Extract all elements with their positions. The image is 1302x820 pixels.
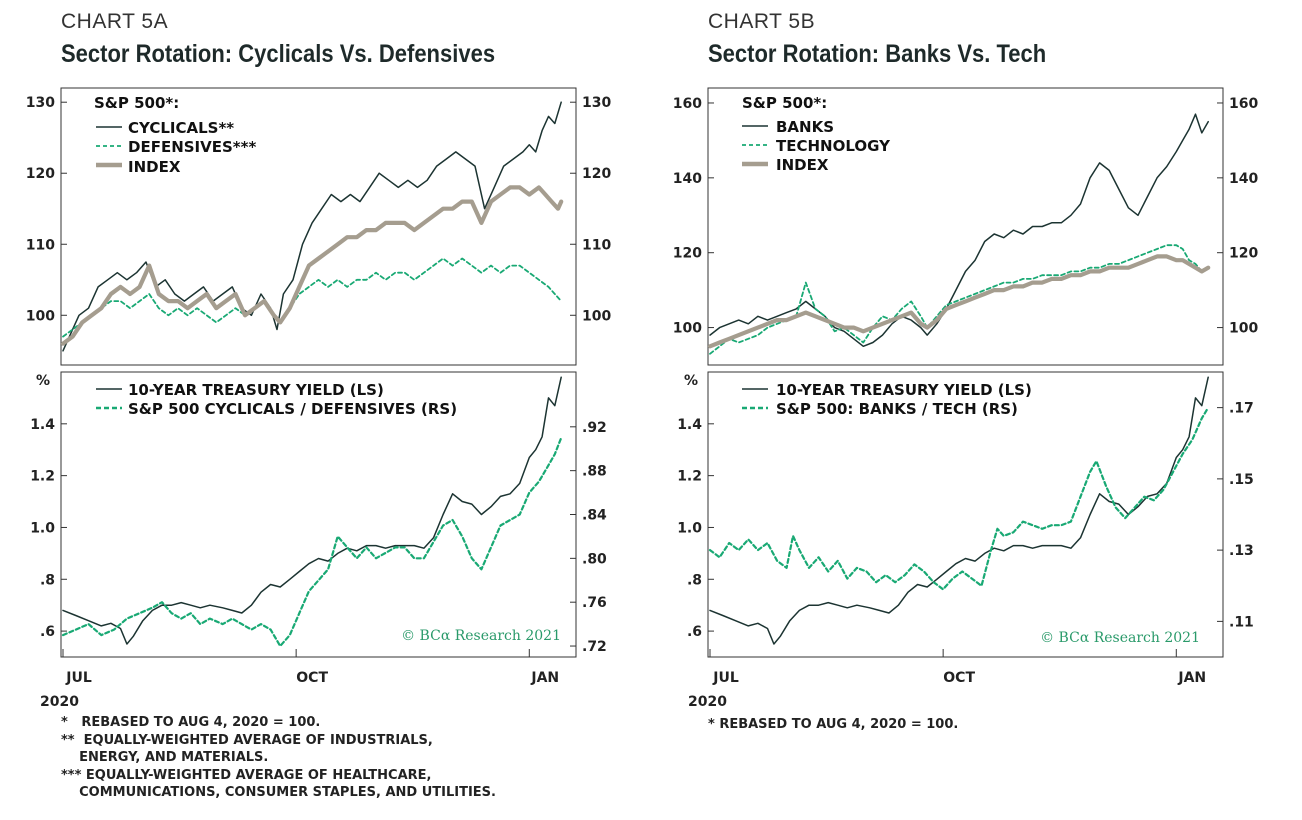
chart-5a-copyright: © BCα Research 2021	[401, 628, 561, 644]
chart-5a-footnote-1: * REBASED TO AUG 4, 2020 = 100.	[61, 715, 321, 730]
chart-5b-x-tick-label: JAN	[1177, 670, 1206, 686]
chart-5b-top-series-line	[709, 113, 1209, 348]
chart-5a-top-series-line	[60, 185, 564, 346]
chart-5a-legend-yield: 10-YEAR TREASURY YIELD (LS)	[128, 381, 384, 399]
chart-5a-top-frame	[60, 87, 577, 366]
chart-5b-bottom-series-line	[708, 406, 1210, 591]
chart-5a-bottom-right-tick-label: .92	[582, 420, 607, 436]
chart-5b-label: CHART 5B	[708, 10, 816, 33]
chart-5a-footnote-2: ** EQUALLY-WEIGHTED AVERAGE OF INDUSTRIA…	[61, 733, 433, 748]
chart-5b-top-left-tick-label: 140	[673, 171, 702, 187]
chart-5a-top-right-tick-label: 120	[582, 166, 611, 182]
chart-5b-bottom-right-tick-label: .15	[1229, 472, 1254, 488]
chart-5b-x-tick-label: OCT	[943, 670, 975, 686]
chart-5b-top-right-tick-label: 120	[1229, 246, 1258, 262]
chart-5b-legend-tech: TECHNOLOGY	[776, 137, 891, 155]
chart-5a-footnote-3: ENERGY, AND MATERIALS.	[61, 750, 269, 765]
chart-5b-top-frame	[707, 87, 1224, 366]
chart-5a-bottom-right-tick-label: .72	[582, 639, 607, 655]
chart-5b-year-label: 2020	[688, 694, 727, 710]
chart-5a-bottom-right-tick-label: .84	[582, 508, 607, 524]
chart-5a-bottom-left-tick-label: 1.2	[30, 469, 55, 485]
chart-5a-legend-defensives: DEFENSIVES***	[128, 138, 256, 156]
chart-5b-bottom-left-tick-label: 1.4	[677, 417, 702, 433]
chart-5b-left-unit: %	[684, 373, 698, 389]
chart-5b-legend-index: INDEX	[776, 156, 829, 174]
chart-5a-top-series-line	[62, 257, 563, 338]
chart-5a-top-left-tick-label: 110	[26, 237, 55, 253]
chart-5b-bottom-left-tick-label: .8	[687, 572, 702, 588]
chart-5a-bottom-right-tick-label: .80	[582, 551, 607, 567]
chart-5b-copyright: © BCα Research 2021	[1040, 630, 1200, 646]
chart-5a-legend-header: S&P 500*:	[94, 94, 179, 112]
chart-5a-legend-index: INDEX	[128, 158, 181, 176]
chart-5b-legend-ratio: S&P 500: BANKS / TECH (RS)	[776, 400, 1018, 418]
chart-5a-year-label: 2020	[40, 694, 79, 710]
chart-5b-figure: 100 100 120 120 140 140 160 160 .6 .8 1.0 1.2 1.4 .1…	[673, 87, 1258, 710]
chart-5a-bottom-left-tick-label: 1.4	[30, 417, 55, 433]
chart-5a-top-right-tick-label: 100	[582, 308, 611, 324]
chart-5a-figure: 100 100 110 110 120 120 130 130 .6 .8 1.0 1.2 1.4 .7…	[26, 87, 611, 710]
chart-5b-top-right-tick-label: 140	[1229, 171, 1258, 187]
chart-5b-title: Sector Rotation: Banks Vs. Tech	[708, 40, 1047, 68]
chart-5b-legend-banks: BANKS	[776, 118, 834, 136]
chart-5a-bottom-left-tick-label: .6	[40, 624, 55, 640]
chart-5a-top-left-tick-label: 130	[26, 95, 55, 111]
chart-5a-bottom-right-tick-label: .76	[582, 595, 607, 611]
chart-5b-legend-header: S&P 500*:	[742, 94, 827, 112]
chart-5a-footnote-4: *** EQUALLY-WEIGHTED AVERAGE OF HEALTHCA…	[61, 768, 432, 783]
chart-5b-bottom-right-tick-label: .17	[1229, 401, 1254, 417]
chart-5a-label: CHART 5A	[61, 10, 169, 33]
chart-5a-top-left-tick-label: 100	[26, 308, 55, 324]
chart-5b-bottom-right-tick-label: .13	[1229, 543, 1254, 559]
chart-5b-top-right-tick-label: 100	[1229, 321, 1258, 337]
chart-5a-legend-cyclicals: CYCLICALS**	[128, 119, 234, 137]
chart-5b-top-left-tick-label: 160	[673, 96, 702, 112]
chart-5b-bottom-left-tick-label: .6	[687, 624, 702, 640]
chart-5b-footnote-1: * REBASED TO AUG 4, 2020 = 100.	[708, 717, 959, 732]
chart-5b-top-left-tick-label: 120	[673, 246, 702, 262]
chart-5b-top-series-line	[709, 244, 1210, 355]
chart-5a-title: Sector Rotation: Cyclicals Vs. Defensive…	[61, 40, 496, 68]
chart-5b-bottom-frame	[707, 371, 1224, 658]
chart-5b-x-tick-label: JUL	[712, 670, 739, 686]
chart-5a-bottom-left-tick-label: .8	[40, 572, 55, 588]
chart-5a-top-right-tick-label: 110	[582, 237, 611, 253]
chart-5b-bottom-right-tick-label: .11	[1229, 614, 1254, 630]
chart-5b-top-series-line	[707, 254, 1211, 349]
chart-5a-x-tick-label: JAN	[530, 670, 559, 686]
chart-5a-bottom-series-line	[61, 436, 563, 648]
chart-5a-bottom-series-line	[62, 376, 562, 645]
chart-5a-left-unit: %	[36, 373, 50, 389]
chart-5b-legend-yield: 10-YEAR TREASURY YIELD (LS)	[776, 381, 1032, 399]
chart-5a-footnote-5: COMMUNICATIONS, CONSUMER STAPLES, AND UT…	[61, 785, 496, 800]
chart-5b-bottom-left-tick-label: 1.2	[677, 469, 702, 485]
chart-5a-x-tick-label: JUL	[65, 670, 92, 686]
chart-5a-bottom-right-tick-label: .88	[582, 464, 607, 480]
chart-5a-legend-ratio: S&P 500 CYCLICALS / DEFENSIVES (RS)	[128, 400, 457, 418]
chart-5b-bottom-series-line	[709, 376, 1209, 645]
chart-5b-top-left-tick-label: 100	[673, 321, 702, 337]
chart-5b-top-right-tick-label: 160	[1229, 96, 1258, 112]
chart-5a-top-left-tick-label: 120	[26, 166, 55, 182]
chart-5a-top-right-tick-label: 130	[582, 95, 611, 111]
chart-5b-bottom-left-tick-label: 1.0	[677, 520, 702, 536]
chart-5a-bottom-left-tick-label: 1.0	[30, 520, 55, 536]
chart-5a-x-tick-label: OCT	[296, 670, 328, 686]
